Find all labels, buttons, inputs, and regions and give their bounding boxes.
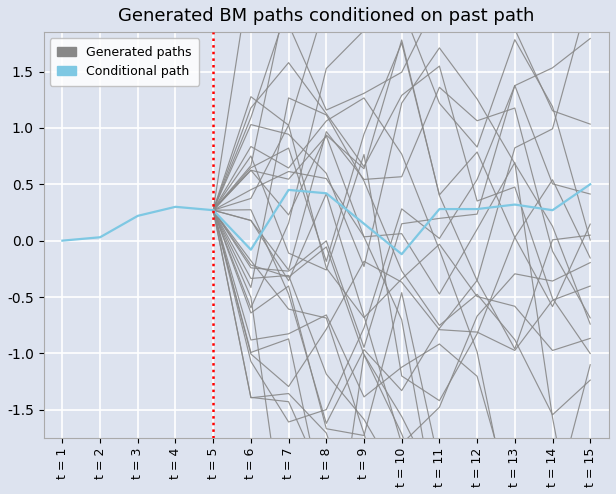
Title: Generated BM paths conditioned on past path: Generated BM paths conditioned on past p… (118, 7, 535, 25)
Legend: Generated paths, Conditional path: Generated paths, Conditional path (50, 39, 199, 85)
